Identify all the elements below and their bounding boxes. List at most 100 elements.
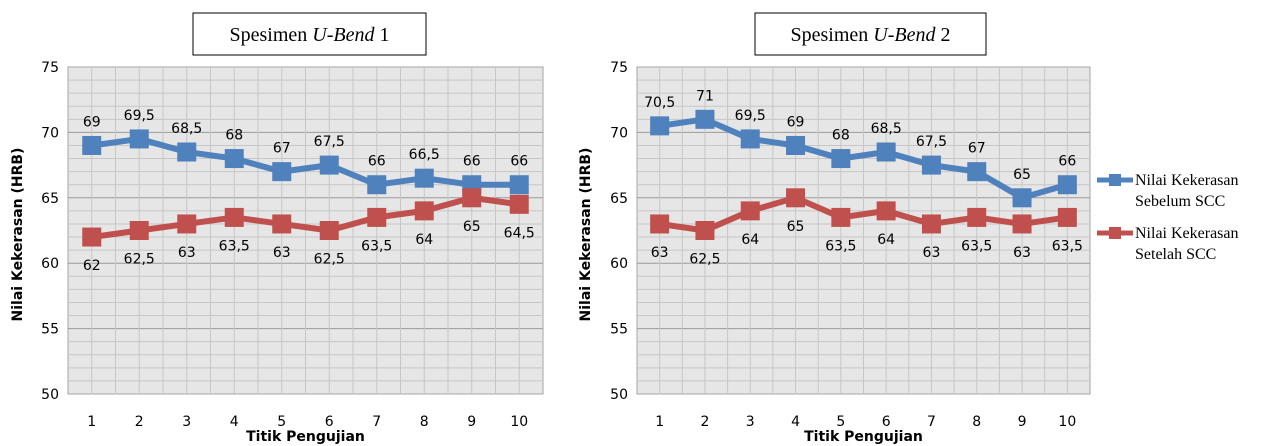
x-tick-label: 6 [325,414,334,430]
data-label: 66 [510,154,528,170]
data-label: 70,5 [644,95,675,111]
data-point [1057,207,1077,227]
data-point [740,129,760,149]
x-tick-label: 9 [1018,414,1027,430]
data-point [224,149,244,169]
data-point [82,227,102,247]
series-line [659,194,1068,234]
data-label: 62 [83,258,101,274]
data-label: 66,5 [409,147,440,163]
data-label: 65 [787,219,805,235]
data-point [650,214,670,234]
data-label: 69 [787,114,805,130]
x-tick-label: 1 [655,414,664,430]
chart-title-part: U-Bend [873,24,936,46]
data-label: 64 [877,232,895,248]
data-point [786,188,806,208]
chart-title-box [754,12,987,56]
x-tick-label: 10 [1058,414,1076,430]
series-sebelum-scc: 69 69,5 68,5 68 67 67,5 66 66,5 66 66 [82,108,529,195]
data-label: 66 [1058,154,1076,170]
y-tick-label: 50 [610,387,628,403]
legend: Nilai Kekerasan Sebelum SCC Nilai Kekerasa… [1097,172,1239,263]
data-label: 67 [273,141,291,157]
x-tick-label: 2 [135,414,144,430]
data-point [921,214,941,234]
legend-label-line2: Sebelum SCC [1135,193,1225,210]
data-label: 67 [968,141,986,157]
chart-title-part: Spesimen [791,24,874,46]
series-setelah-scc: 62 62,5 63 63,5 63 62,5 63,5 64 65 64,5 [82,188,535,274]
data-label: 64,5 [504,225,535,241]
x-tick-label: 4 [230,414,239,430]
x-tick-label: 6 [882,414,891,430]
y-tick-label: 55 [41,322,59,338]
data-label: 69,5 [735,108,766,124]
series-setelah-scc: 63 62,5 64 65 63,5 64 63 63,5 63 63,5 [650,188,1083,268]
data-point [129,221,149,240]
data-point [177,214,197,234]
data-label: 66 [368,154,386,170]
x-tick-label: 7 [372,414,381,430]
data-label: 69 [83,114,101,130]
data-label: 62,5 [124,252,155,268]
chart-title-part: U-Bend [312,24,375,46]
series-line [91,135,520,188]
series-sebelum-scc: 70,5 71 69,5 69 68 68,5 67,5 67 65 66 [644,88,1077,208]
data-label: 66 [463,154,481,170]
data-label: 63,5 [1052,238,1083,254]
y-tick-label: 65 [41,191,59,207]
x-tick-label: 5 [277,414,286,430]
data-point [272,162,292,182]
data-point [462,188,482,208]
data-point [177,142,197,162]
data-point [1012,188,1032,208]
x-tick-label: 1 [87,414,96,430]
data-point [414,201,434,221]
data-label: 68,5 [171,121,202,137]
data-label: 67,5 [916,134,947,150]
x-tick-label: 10 [510,414,528,430]
chart-title: Spesimen U-Bend 1 [230,24,390,46]
legend-swatch-marker [1109,174,1121,186]
data-point [509,175,529,195]
data-label: 63 [1013,245,1031,261]
x-axis-title: Titik Pengujian [246,429,365,445]
data-point [1057,175,1077,195]
chart-title-part: Spesimen [230,24,313,46]
chart-title-part: 1 [374,24,389,46]
data-point [876,201,896,221]
y-tick-label: 60 [41,256,59,272]
x-tick-label: 9 [467,414,476,430]
data-point [1012,214,1032,234]
data-label: 63,5 [825,238,856,254]
data-point [367,175,387,195]
y-tick-label: 60 [610,256,628,272]
data-point [967,207,987,227]
data-label: 64 [415,232,433,248]
data-point [650,116,670,136]
data-point [414,168,434,188]
y-tick-label: 70 [41,125,59,141]
x-tick-label: 8 [972,414,981,430]
series-line [91,194,520,241]
data-point [367,207,387,227]
data-point [272,214,292,234]
data-point [740,201,760,221]
data-point [224,207,244,227]
data-point [319,221,339,240]
y-tick-label: 75 [41,60,59,76]
data-label: 63,5 [361,238,392,254]
data-point [319,155,339,175]
y-tick-label: 55 [610,322,628,338]
x-tick-label: 2 [700,414,709,430]
data-label: 63 [178,245,196,261]
data-point [509,194,529,214]
data-point [967,162,987,182]
data-label: 67,5 [314,134,345,150]
data-label: 69,5 [124,108,155,124]
data-point [876,142,896,162]
chart-title-box [192,12,427,56]
